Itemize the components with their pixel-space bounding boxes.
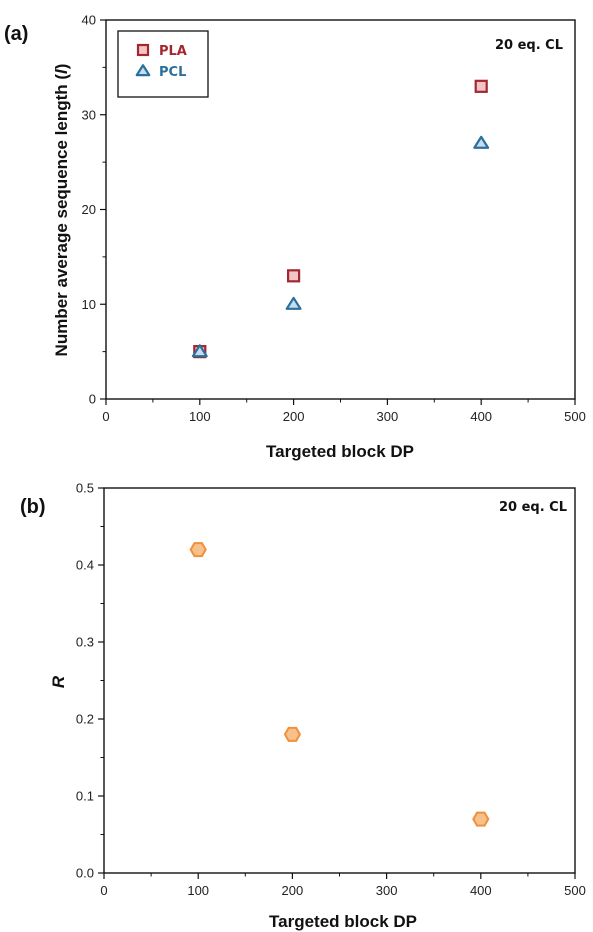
panel-a-y-axis-label-text: Number average sequence length ( [52, 74, 71, 357]
panel-b-x-tick-label: 400 [470, 883, 492, 898]
panel-b-x-axis-label: Targeted block DP [269, 912, 417, 931]
panel-b-x-tick-label: 200 [282, 883, 304, 898]
panel-a-x-tick-label: 200 [283, 409, 305, 424]
panel-b-y-tick-label: 0.4 [76, 558, 94, 573]
panel-a-legend-box [117, 30, 209, 98]
panel-b-y-axis-label: R [49, 675, 68, 688]
panel-a-x-tick-label: 0 [102, 409, 109, 424]
panel-a-y-tick-label: 20 [82, 202, 96, 217]
panel-b-y-tick-label: 0.0 [76, 866, 94, 881]
panel-a-x-tick-label: 100 [189, 409, 211, 424]
panel-b-x-tick-label: 100 [187, 883, 209, 898]
panel-b-y-tick-label: 0.5 [76, 481, 94, 496]
panel-a-y-tick-label: 40 [82, 13, 96, 28]
panel-a-y-axis-label-close: ) [52, 64, 71, 70]
panel-b-x-tick-label: 300 [376, 883, 398, 898]
panel-b-y-tick-label: 0.2 [76, 712, 94, 727]
panel-a-legend-marker-pla [136, 43, 150, 57]
panel-a-y-tick-label: 10 [82, 297, 96, 312]
panel-b-series0-point [189, 542, 207, 558]
panel-b-plot: 0 100 200 300 400 500 0.0 0.1 0.2 0.3 0.4 0.5 [76, 481, 586, 899]
panel-a-x-tick-label: 500 [564, 409, 586, 424]
panel-b-x-tick-label: 500 [564, 883, 586, 898]
panel-b-series0-point [472, 811, 490, 827]
panel-a-pla-point [474, 79, 488, 93]
panel-a-legend-label-pla: PLA [159, 44, 187, 59]
panel-b-plot-frame [103, 487, 576, 874]
panel-b-x-tick-label: 0 [100, 883, 107, 898]
panel-a-annotation: 20 eq. CL [495, 38, 563, 53]
panel-a-y-tick-label: 0 [89, 392, 96, 407]
panel-a-y-axis-label: Number average sequence length (l) [52, 64, 71, 357]
panel-a-plot: 0 100 200 300 400 500 0 10 20 30 40 PLA PCL [82, 13, 586, 425]
panel-b-y-tick-label: 0.3 [76, 635, 94, 650]
panel-a-y-axis-label-symbol: l [52, 68, 71, 74]
panel-a-x-axis-label: Targeted block DP [266, 442, 414, 461]
panel-a-pcl-point [285, 296, 302, 310]
panel-a-legend-label-pcl: PCL [159, 65, 186, 80]
panel-b-label: (b) [20, 496, 46, 518]
panel-a-x-tick-label: 300 [377, 409, 399, 424]
panel-a-label: (a) [4, 23, 28, 45]
panel-b-annotation: 20 eq. CL [499, 500, 567, 515]
panel-a-x-tick-label: 400 [470, 409, 492, 424]
panel-a-pla-point [287, 269, 301, 283]
panel-b-y-tick-label: 0.1 [76, 789, 94, 804]
panel-a-legend-marker-pcl [135, 64, 151, 77]
panel-a-y-tick-label: 30 [82, 107, 96, 122]
panel-b-series0-point [283, 726, 302, 742]
panel-a-pcl-point [191, 344, 208, 358]
panel-a-pcl-point [473, 135, 490, 149]
